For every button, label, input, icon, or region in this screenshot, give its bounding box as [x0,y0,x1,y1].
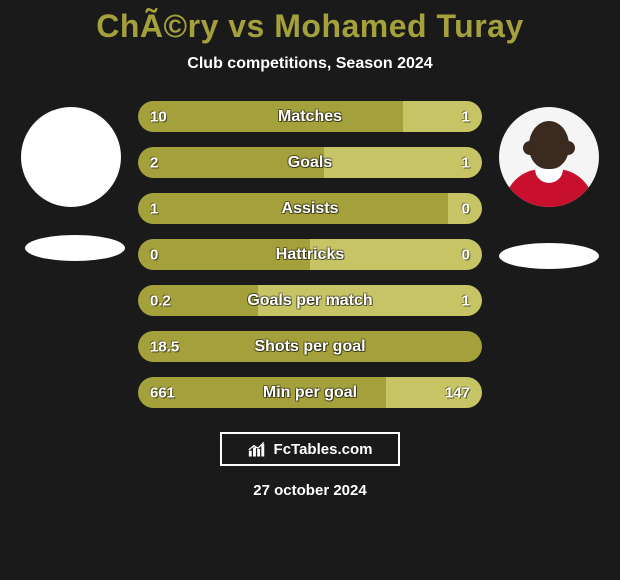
stat-row: Shots per goal 18.5 [138,331,482,362]
stat-row: Matches 10 1 [138,101,482,132]
stat-row: Hattricks 0 0 [138,239,482,270]
left-player-col [16,101,126,261]
stat-value-right: 1 [462,108,470,125]
stat-row: Min per goal 661 147 [138,377,482,408]
stat-label: Min per goal [263,384,357,402]
branding-badge: FcTables.com [220,432,400,466]
player-right-club-badge [499,243,599,269]
branding-text: FcTables.com [274,441,373,458]
stat-row: Assists 1 0 [138,193,482,224]
stat-value-left: 18.5 [150,338,179,355]
right-player-col [494,101,604,269]
stat-value-left: 0 [150,246,158,263]
stat-value-left: 661 [150,384,175,401]
stat-value-right: 147 [445,384,470,401]
stat-bar-right [403,101,482,132]
stat-row: Goals 2 1 [138,147,482,178]
date-text: 27 october 2024 [0,482,620,499]
stat-bar-left [138,101,403,132]
stat-value-right: 1 [462,154,470,171]
chart-icon [248,440,268,458]
stat-bars: Matches101Goals21Assists10Hattricks00Goa… [138,101,482,408]
stat-row: Goals per match 0.2 1 [138,285,482,316]
stat-value-left: 2 [150,154,158,171]
player-left-club-badge [25,235,125,261]
stat-label: Shots per goal [254,338,365,356]
stat-label: Hattricks [276,246,344,264]
subtitle: Club competitions, Season 2024 [0,55,620,73]
stat-value-left: 10 [150,108,167,125]
stat-value-left: 1 [150,200,158,217]
player-left-avatar [21,107,121,207]
stat-label: Assists [282,200,339,218]
stat-value-right: 0 [462,200,470,217]
stat-label: Goals [288,154,332,172]
page-title: ChÃ©ry vs Mohamed Turay [0,8,620,45]
stat-bar-right [324,147,482,178]
stat-value-left: 0.2 [150,292,171,309]
stat-label: Goals per match [247,292,372,310]
stat-label: Matches [278,108,342,126]
comparison-area: Matches101Goals21Assists10Hattricks00Goa… [0,101,620,408]
stat-value-right: 1 [462,292,470,309]
stat-value-right: 0 [462,246,470,263]
player-right-avatar [499,107,599,207]
